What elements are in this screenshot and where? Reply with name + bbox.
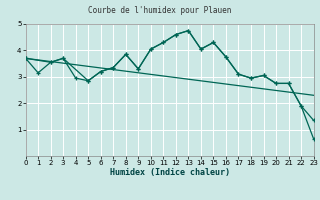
Text: Courbe de l'humidex pour Plauen: Courbe de l'humidex pour Plauen — [88, 6, 232, 15]
X-axis label: Humidex (Indice chaleur): Humidex (Indice chaleur) — [109, 168, 230, 177]
